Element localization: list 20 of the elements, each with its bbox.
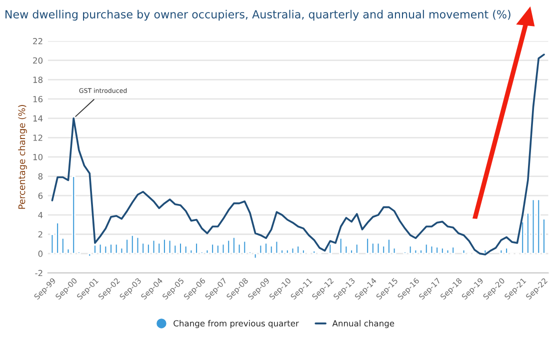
- y-tick-label: 8: [38, 173, 43, 180]
- legend-label: Annual change: [332, 320, 394, 328]
- bar: [338, 237, 343, 254]
- y-tick-label: 12: [33, 134, 42, 141]
- y-tick-label: 6: [38, 192, 43, 199]
- y-tick-label: 4: [38, 212, 43, 218]
- y-tick-label: -2: [35, 270, 42, 276]
- bar: [328, 243, 332, 254]
- chart-title: New dwelling purchase by owner occupiers, Australia, quarterly and annual movement (%): [6, 10, 510, 21]
- y-tick-label: 0: [38, 250, 43, 257]
- y-tick-label: 20: [33, 57, 43, 64]
- y-tick-label: 14: [33, 115, 43, 122]
- line-series: [51, 54, 545, 256]
- y-axis-title: Percentage change (%): [18, 105, 27, 209]
- y-tick-label: 18: [33, 76, 43, 83]
- y-tick-label: 2: [38, 231, 42, 238]
- y-tick-label: 22: [33, 38, 42, 44]
- y-tick-label: 16: [33, 96, 43, 102]
- y-tick-label: 10: [33, 154, 43, 160]
- legend-label: Change from previous quarter: [174, 320, 299, 328]
